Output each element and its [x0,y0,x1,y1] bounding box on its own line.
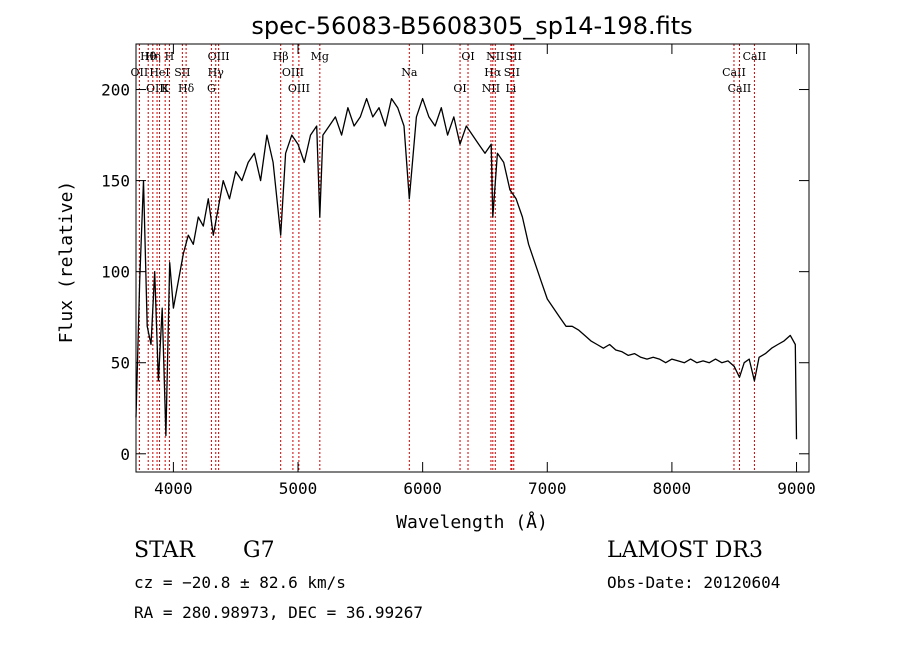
line-marker-label: SII [174,66,190,79]
y-tick-label: 100 [101,263,130,282]
axes: 4000 5000 6000 7000 8000 9000 0 50 100 150 200 [101,44,816,498]
y-axis-label: Flux (relative) [56,181,77,344]
line-marker-label: CaII [743,50,767,63]
y-tick-label: 150 [101,172,130,191]
line-marker-label: HeI [149,66,169,79]
line-marker-label: OI [453,82,466,95]
line-marker-label: Hα [484,66,502,79]
line-marker-label: Hη [145,50,161,63]
line-marker-label: Hγ [208,66,225,79]
line-markers: HθOIIOIIIHηHeIKHSIIHδOIIIHγGHβOIIIOIIIMg… [131,44,767,472]
obs-date: Obs-Date: 20120604 [607,573,781,592]
line-marker-label: K [161,82,170,95]
line-marker-label: CaII [728,82,752,95]
line-marker-label: NII [486,50,504,63]
line-marker-label: Na [401,66,418,79]
line-marker-label: OII [131,66,149,79]
y-tick-label: 50 [111,354,130,373]
line-marker-label: Mg [311,50,329,63]
line-marker-label: OI [461,50,474,63]
line-marker-label: OIII [146,82,168,95]
line-marker-label: OIII [288,82,310,95]
x-axis-label: Wavelength (Å) [396,511,548,533]
line-marker-label: Li [505,82,516,95]
y-tick-label: 200 [101,81,130,100]
line-marker-label: NII [482,82,500,95]
coordinates-readout: RA = 280.98973, DEC = 36.99267 [134,603,423,622]
y-tick-label: 0 [120,445,130,464]
line-marker-label: Hβ [273,50,289,63]
plot-frame [135,43,810,473]
line-marker-label: H [165,50,175,63]
line-marker-label: SII [504,66,520,79]
x-tick-label: 5000 [279,479,318,498]
series-line [135,97,798,440]
spectrum-series [135,97,798,440]
x-tick-label: 7000 [528,479,567,498]
line-marker-label: SII [506,50,522,63]
line-marker-label: Hδ [178,82,195,95]
chart-title: spec-56083-B5608305_sp14-198.fits [251,12,692,40]
classification-label: STAR [134,538,195,563]
subclass-label: G7 [243,538,275,563]
line-marker-label: CaII [722,66,746,79]
x-tick-label: 8000 [653,479,692,498]
cz-readout: cz = −20.8 ± 82.6 km/s [134,573,346,592]
survey-label: LAMOST DR3 [607,538,763,563]
line-marker-label: OIII [282,66,304,79]
x-tick-label: 9000 [777,479,816,498]
line-marker-label: OIII [208,50,230,63]
x-tick-label: 6000 [403,479,442,498]
x-tick-label: 4000 [154,479,193,498]
line-marker-label: G [207,82,216,95]
